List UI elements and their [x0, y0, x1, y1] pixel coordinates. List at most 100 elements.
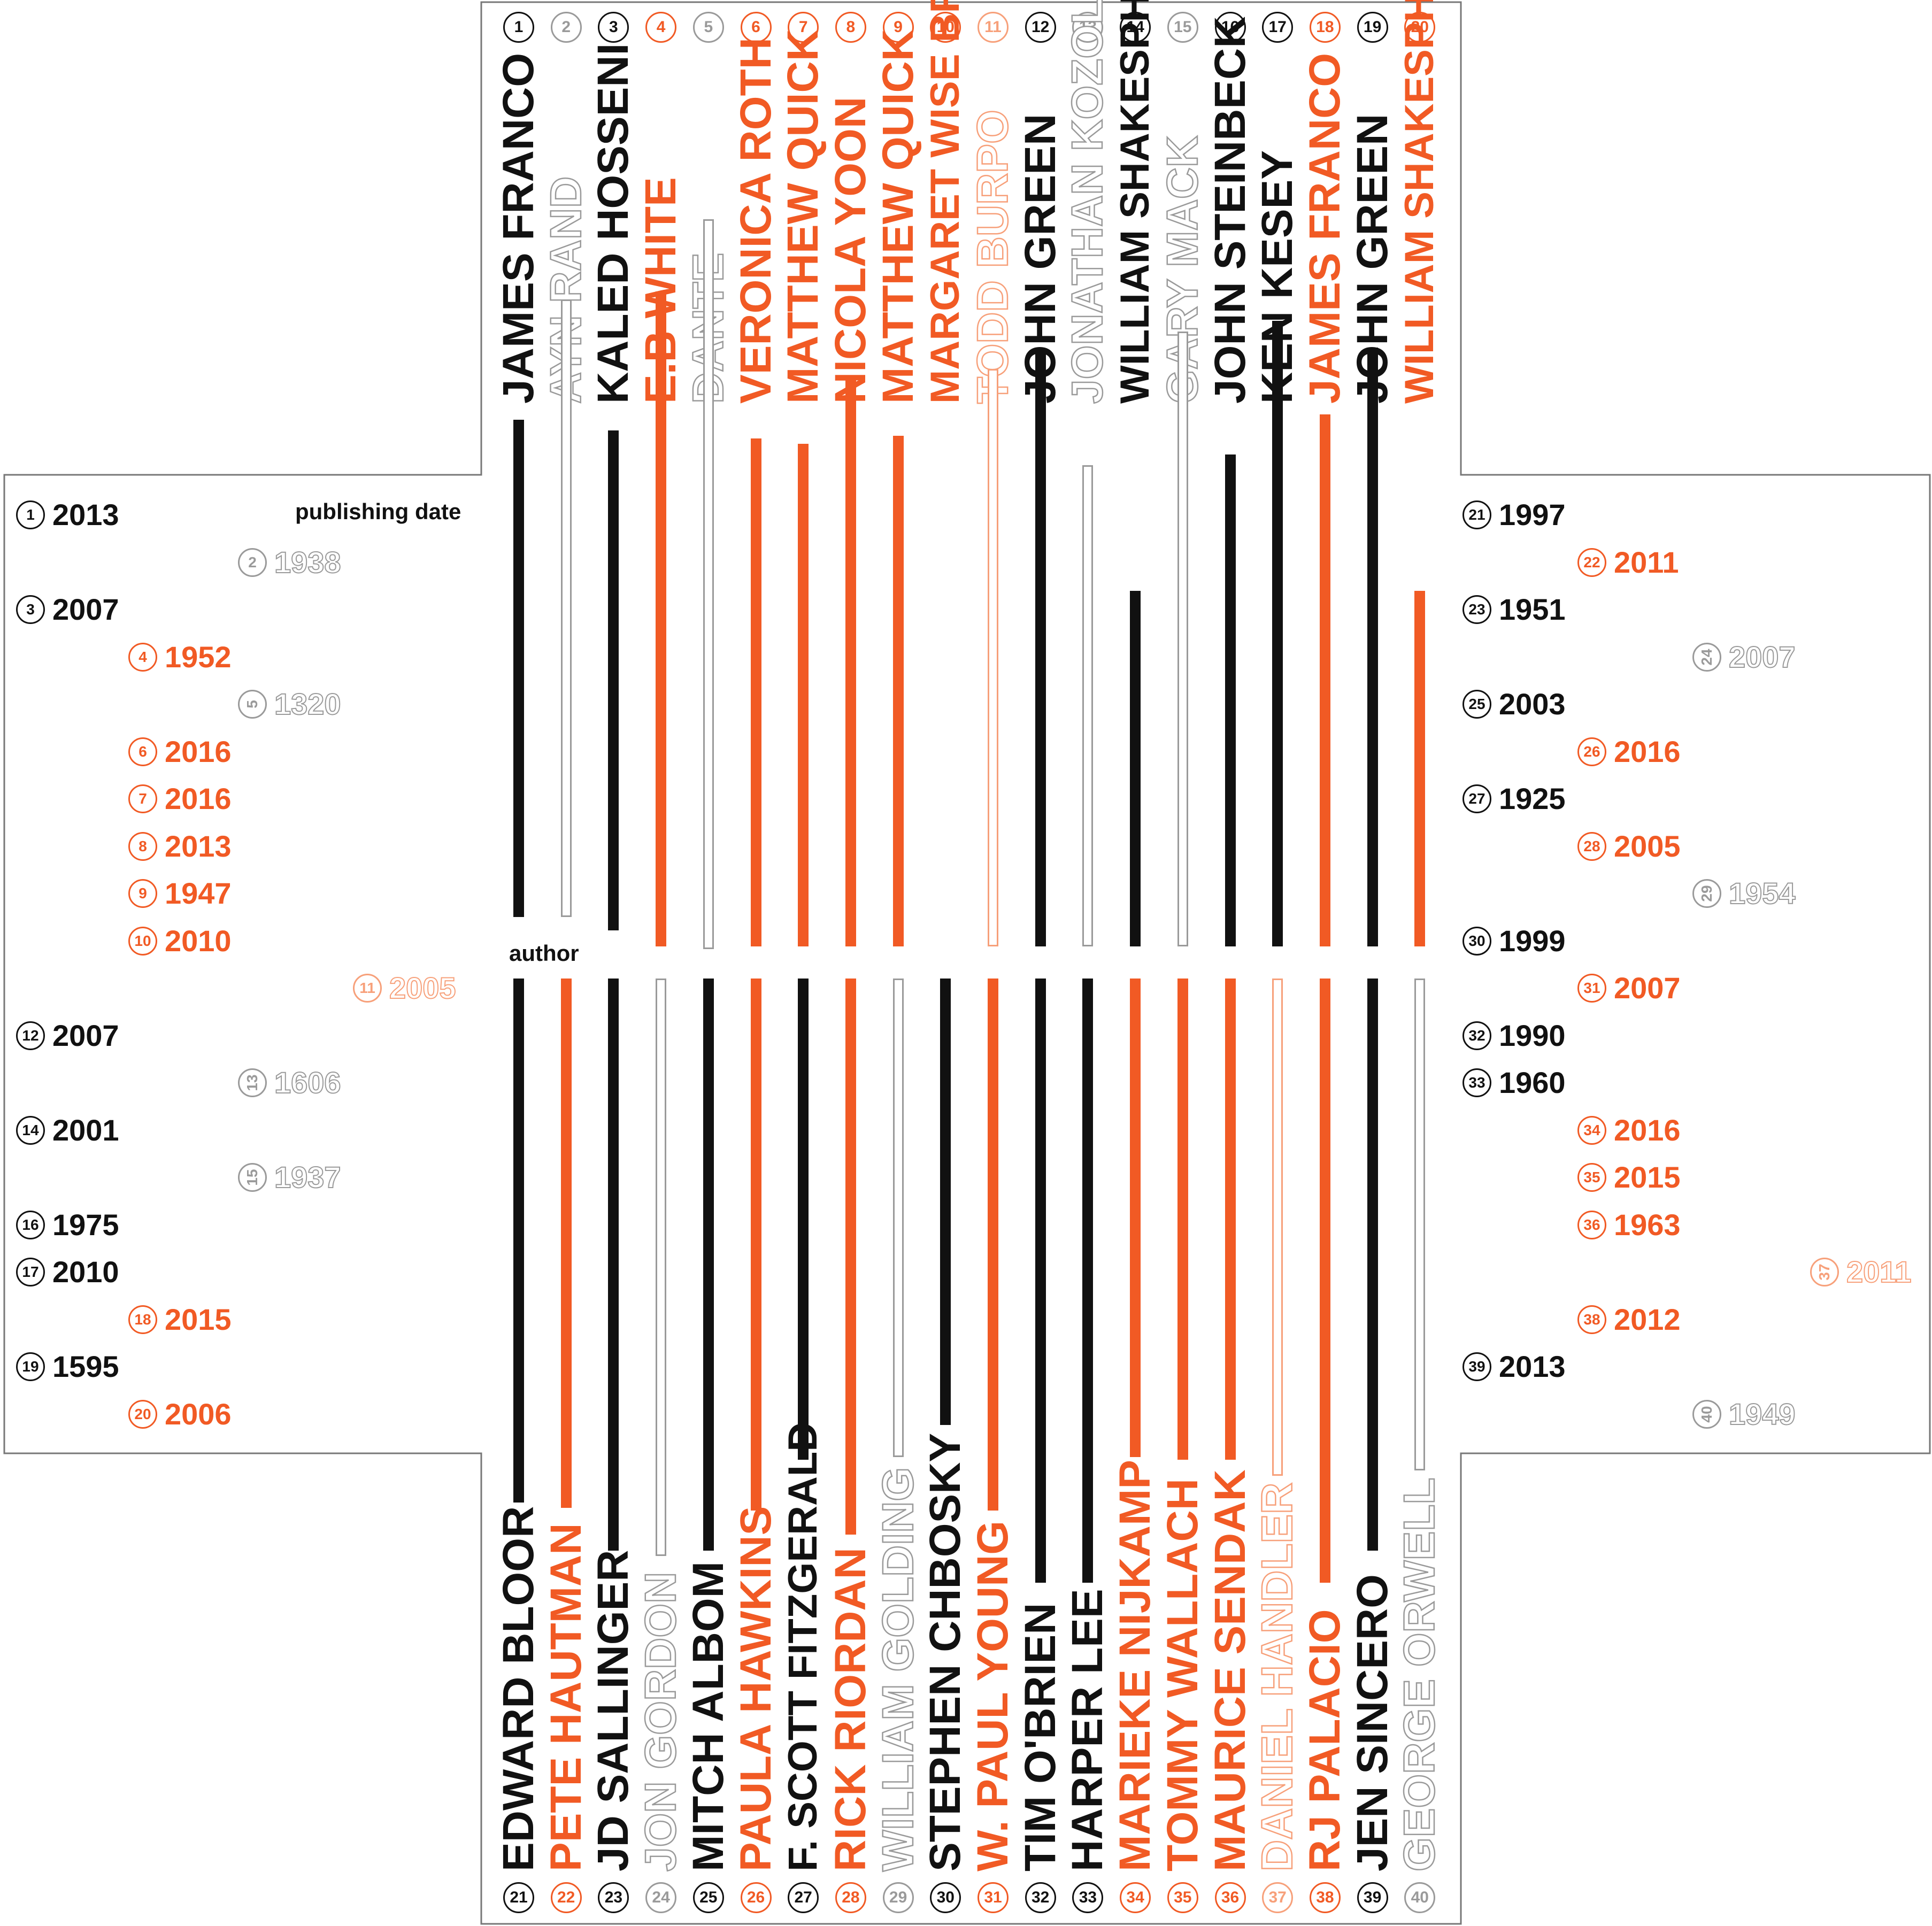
book-number-badge: 15 — [238, 1163, 267, 1192]
author-name-7: MATTHEW QUICK — [779, 29, 828, 404]
column-number-29: 29 — [882, 1882, 914, 1913]
publishing-year-15: 1937 — [274, 1160, 342, 1194]
year-label-37: 37 2011 — [1810, 1255, 1912, 1289]
author-name-29: WILLIAM GOLDING — [873, 1467, 923, 1873]
publishing-year-5: 1320 — [274, 687, 342, 721]
publishing-year-35: 2015 — [1614, 1160, 1681, 1194]
book-number-badge: 33 — [1463, 1068, 1491, 1097]
author-name-14: WILLIAM SHAKESPHERE — [1112, 0, 1158, 404]
author-bar-33 — [1082, 979, 1094, 1583]
publishing-year-13: 1606 — [274, 1066, 342, 1099]
year-label-25: 25 2003 — [1463, 688, 1566, 720]
column-number-35: 35 — [1167, 1882, 1198, 1913]
author-bar-16 — [1225, 454, 1236, 946]
book-number-badge: 6 — [128, 737, 157, 766]
author-name-21: EDWARD BLOOR — [494, 1506, 543, 1871]
year-label-32: 32 1990 — [1463, 1018, 1566, 1052]
publishing-year-8: 2013 — [165, 829, 232, 863]
year-label-23: 23 1951 — [1463, 594, 1566, 626]
column-number-14: 14 — [1120, 12, 1151, 43]
author-name-35: TOMMY WALLACH — [1158, 1478, 1207, 1871]
year-label-20: 20 2006 — [128, 1398, 232, 1430]
author-bar-7 — [798, 444, 809, 946]
author-bar-18 — [1319, 414, 1330, 946]
author-bar-36 — [1225, 979, 1236, 1460]
book-number-badge: 24 — [1692, 642, 1721, 672]
author-label: author — [509, 941, 579, 966]
book-number-badge: 22 — [1577, 548, 1606, 577]
column-number-30: 30 — [930, 1882, 961, 1913]
year-label-19: 19 1595 — [16, 1351, 119, 1383]
author-bar-11 — [988, 369, 998, 946]
book-number-badge: 35 — [1577, 1163, 1606, 1192]
year-label-38: 38 2012 — [1577, 1303, 1681, 1336]
year-label-33: 33 1960 — [1463, 1067, 1566, 1099]
author-bar-22 — [560, 979, 572, 1508]
author-name-16: JOHN STEINBECK — [1205, 16, 1254, 404]
author-name-3: KALED HOSSENI — [589, 43, 638, 404]
year-label-6: 6 2016 — [128, 735, 232, 768]
publishing-year-20: 2006 — [165, 1397, 232, 1431]
author-bar-26 — [750, 979, 761, 1511]
publishing-year-19: 1595 — [52, 1350, 119, 1383]
publishing-year-18: 2015 — [165, 1302, 232, 1336]
book-number-badge: 26 — [1577, 737, 1606, 766]
column-number-7: 7 — [788, 12, 819, 43]
book-number-badge: 39 — [1463, 1352, 1491, 1381]
publishing-date-label: publishing date — [295, 499, 461, 524]
publishing-year-12: 2007 — [52, 1018, 119, 1052]
book-number-badge: 20 — [128, 1399, 157, 1429]
publishing-year-24: 2007 — [1728, 640, 1796, 674]
author-name-33: HARPER LEE — [1063, 1589, 1112, 1871]
year-label-28: 28 2005 — [1577, 830, 1681, 862]
year-label-10: 10 2010 — [128, 925, 232, 957]
year-label-7: 7 2016 — [128, 783, 232, 815]
author-name-34: MARIEKE NIJKAMP — [1111, 1460, 1160, 1871]
author-bar-19 — [1367, 348, 1378, 946]
author-bar-21 — [513, 979, 524, 1503]
column-number-15: 15 — [1167, 12, 1198, 43]
book-number-badge: 31 — [1577, 974, 1606, 1003]
publishing-year-40: 1949 — [1728, 1397, 1796, 1431]
year-label-5: 5 1320 — [238, 687, 342, 721]
author-bar-34 — [1130, 979, 1141, 1457]
year-label-40: 40 1949 — [1692, 1397, 1796, 1431]
author-bar-8 — [845, 380, 856, 946]
book-number-badge: 9 — [128, 879, 157, 908]
book-number-badge: 23 — [1463, 595, 1491, 624]
book-number-badge: 14 — [16, 1115, 45, 1145]
year-label-2: 2 1938 — [238, 545, 342, 579]
author-name-40: GEORGE ORWELL — [1395, 1477, 1445, 1872]
author-name-18: JAMES FRANCO — [1300, 52, 1349, 404]
author-name-13: JONATHAN KOZOL — [1063, 0, 1113, 404]
publishing-year-27: 1925 — [1499, 782, 1566, 815]
column-number-10: 10 — [930, 12, 961, 43]
column-number-4: 4 — [645, 12, 677, 43]
book-number-badge: 2 — [238, 548, 267, 577]
author-name-20: WILLIAM SHAKESPHERE — [1397, 0, 1443, 404]
column-number-32: 32 — [1025, 1882, 1056, 1913]
book-number-badge: 16 — [16, 1210, 45, 1239]
column-number-16: 16 — [1214, 12, 1246, 43]
column-number-31: 31 — [977, 1882, 1009, 1913]
year-label-8: 8 2013 — [128, 830, 232, 862]
author-name-36: MAURICE SENDAK — [1205, 1469, 1254, 1871]
publishing-year-26: 2016 — [1614, 734, 1681, 768]
publishing-year-10: 2010 — [165, 923, 232, 958]
year-label-3: 3 2007 — [16, 594, 119, 626]
book-number-badge: 30 — [1463, 926, 1491, 956]
author-name-38: RJ PALACIO — [1300, 1609, 1349, 1871]
publishing-year-32: 1990 — [1499, 1018, 1566, 1052]
author-bar-12 — [1035, 353, 1046, 946]
publishing-year-23: 1951 — [1499, 592, 1566, 626]
author-bar-14 — [1130, 591, 1141, 946]
year-label-11: 11 2005 — [353, 972, 457, 1005]
year-label-36: 36 1963 — [1577, 1208, 1681, 1241]
publishing-year-9: 1947 — [165, 876, 232, 910]
author-bar-37 — [1272, 979, 1283, 1476]
author-bar-32 — [1035, 979, 1046, 1583]
column-number-6: 6 — [740, 12, 772, 43]
book-number-badge: 32 — [1463, 1021, 1491, 1050]
author-name-22: PETE HAUTMAN — [541, 1523, 590, 1871]
